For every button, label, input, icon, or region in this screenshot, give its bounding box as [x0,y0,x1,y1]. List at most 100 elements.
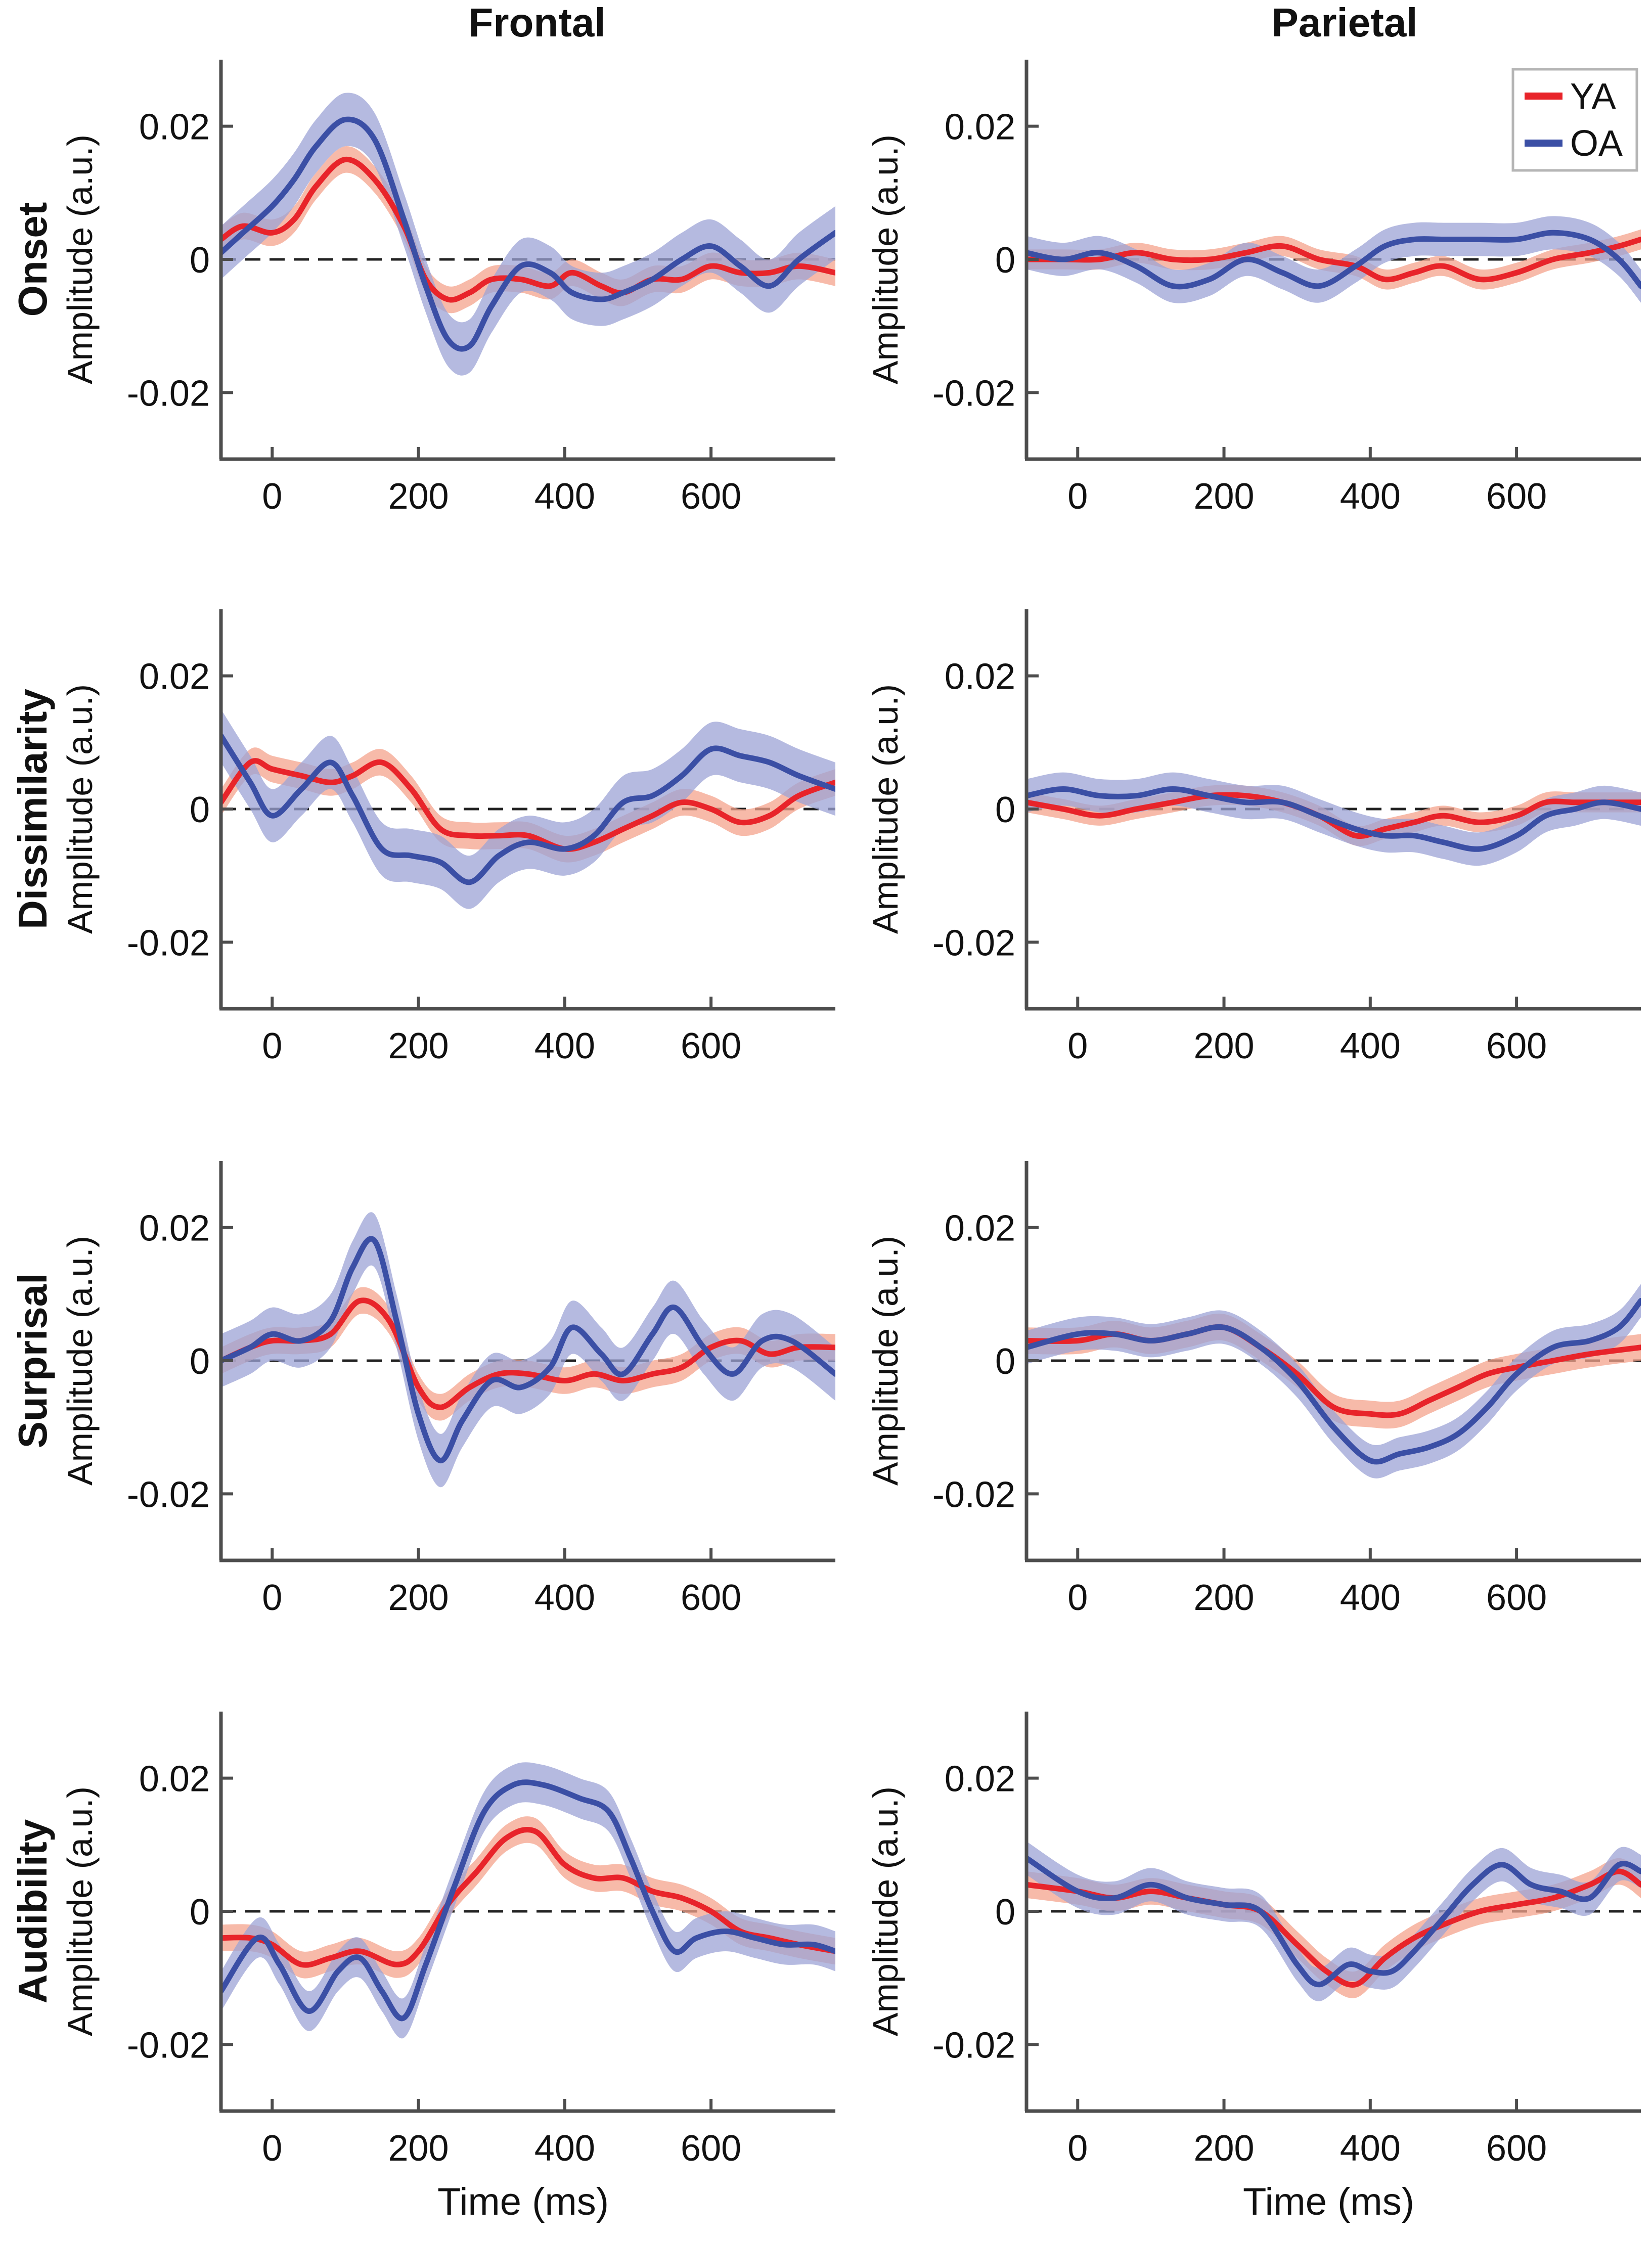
row-label-onset: Onset [10,202,55,317]
y-axis-label: Amplitude (a.u.) [60,1786,100,2036]
x-tick-label: 200 [388,2128,449,2169]
panel-surprisal-parietal: -0.02 0 0.02 0 200 400 600 Amplitude (a.u.) [866,1161,1641,1618]
y-axis-label: Amplitude (a.u.) [866,1236,905,1486]
x-tick-label: 600 [681,2128,741,2169]
x-tick-label: 0 [1067,476,1088,517]
panel-onset-frontal: -0.02 0 0.02 0 200 400 600 Amplitude (a.u.)Onse… [10,60,835,517]
confidence-band-oa [1026,1284,1641,1478]
series-line-oa [1026,1855,1641,1988]
x-tick-label: 400 [534,1026,595,1066]
series-line-ya [1026,792,1641,839]
y-tick-label: 0 [190,790,210,830]
y-tick-label: 0.02 [139,107,210,148]
y-tick-label: 0 [995,790,1015,830]
y-tick-label: -0.02 [127,1474,210,1515]
confidence-band-oa [221,93,835,376]
x-tick-label: 200 [1193,1026,1254,1066]
x-tick-label: 400 [1340,2128,1401,2169]
series-line-ya [1026,237,1641,283]
y-tick-label: 0 [190,240,210,281]
y-tick-label: 0 [995,1341,1015,1382]
y-tick-label: 0.02 [139,1208,210,1249]
x-tick-label: 600 [1486,1026,1547,1066]
panel-audibility-frontal: -0.02 0 0.02 0 200 400 600 Amplitude (a.u.)Audi… [10,1712,835,2223]
y-tick-label: -0.02 [932,923,1015,963]
y-tick-label: -0.02 [932,2025,1015,2066]
x-tick-label: 0 [1067,1578,1088,1618]
x-tick-label: 600 [1486,1578,1547,1618]
series-line-oa [1026,230,1641,290]
legend-oa-label: OA [1570,123,1623,164]
x-axis-label: Time (ms) [1243,2180,1414,2223]
plot-area [221,1762,835,2039]
series-line-oa [221,1779,835,2022]
x-tick-label: 200 [388,476,449,517]
y-tick-label: -0.02 [932,1474,1015,1515]
y-axis-label: Amplitude (a.u.) [866,684,905,934]
plot-area [1026,216,1641,303]
confidence-band-ya [221,747,835,863]
y-tick-label: 0 [995,1892,1015,1933]
series-line-oa [221,116,835,352]
y-tick-label: 0 [190,1341,210,1382]
x-tick-label: 0 [1067,1026,1088,1066]
plot-area [221,1212,835,1488]
x-tick-label: 600 [681,1578,741,1618]
x-tick-label: 200 [1193,2128,1254,2169]
y-tick-label: -0.02 [932,373,1015,414]
confidence-band-oa [221,1212,835,1488]
legend-box [1511,68,1638,172]
panels-grid: -0.02 0 0.02 0 200 400 600 Amplitude (a.u.) Onse… [10,60,1641,2223]
x-tick-label: 600 [681,1026,741,1066]
y-tick-label: -0.02 [127,373,210,414]
confidence-band-oa [221,709,835,909]
row-label-audibility: Audibility [10,1819,55,2003]
panel-dissimilarity-frontal: -0.02 0 0.02 0 200 400 600 Amplitude (a.u.)Diss… [10,609,835,1066]
plot-area [221,93,835,376]
y-tick-label: 0 [995,240,1015,281]
x-tick-label: 0 [1067,2128,1088,2169]
series-line-oa [221,733,835,885]
y-tick-label: 0.02 [945,107,1015,148]
x-tick-label: 0 [262,1578,282,1618]
y-tick-label: 0.02 [945,657,1015,697]
x-tick-label: 0 [262,476,282,517]
x-axis-label: Time (ms) [437,2180,609,2223]
series-line-ya [221,1827,835,1968]
y-tick-label: -0.02 [127,2025,210,2066]
column-title-parietal: Parietal [1271,0,1417,45]
y-tick-label: 0.02 [945,1208,1015,1249]
y-tick-label: 0.02 [139,1759,210,1800]
series-line-ya [221,758,835,852]
x-tick-label: 400 [534,1578,595,1618]
confidence-band-oa [1026,1841,1641,2001]
x-tick-label: 600 [681,476,741,517]
y-tick-label: 0.02 [945,1759,1015,1800]
series-line-ya [1026,1868,1641,1988]
x-tick-label: 600 [1486,476,1547,517]
column-title-frontal: Frontal [468,0,605,45]
x-tick-label: 400 [1340,1026,1401,1066]
series-line-ya [221,1297,835,1410]
panel-dissimilarity-parietal: -0.02 0 0.02 0 200 400 600 Amplitude (a.u.) [866,609,1641,1066]
x-tick-label: 400 [534,2128,595,2169]
x-tick-label: 200 [1193,1578,1254,1618]
x-tick-label: 600 [1486,2128,1547,2169]
x-tick-label: 400 [1340,476,1401,517]
x-tick-label: 200 [1193,476,1254,517]
legend: YA OA [1511,68,1638,172]
plot-area [221,709,835,909]
plot-area [1026,772,1641,866]
x-tick-label: 0 [262,2128,282,2169]
y-axis-label: Amplitude (a.u.) [866,1786,905,2036]
y-tick-label: -0.02 [127,923,210,963]
y-tick-label: 0 [190,1892,210,1933]
x-tick-label: 0 [262,1026,282,1066]
row-label-surprisal: Surprisal [10,1273,55,1449]
panel-surprisal-frontal: -0.02 0 0.02 0 200 400 600 Amplitude (a.u.)Surp… [10,1161,835,1618]
x-tick-label: 200 [388,1578,449,1618]
legend-ya-label: YA [1570,76,1616,117]
series-line-oa [221,1236,835,1463]
x-tick-label: 200 [388,1026,449,1066]
